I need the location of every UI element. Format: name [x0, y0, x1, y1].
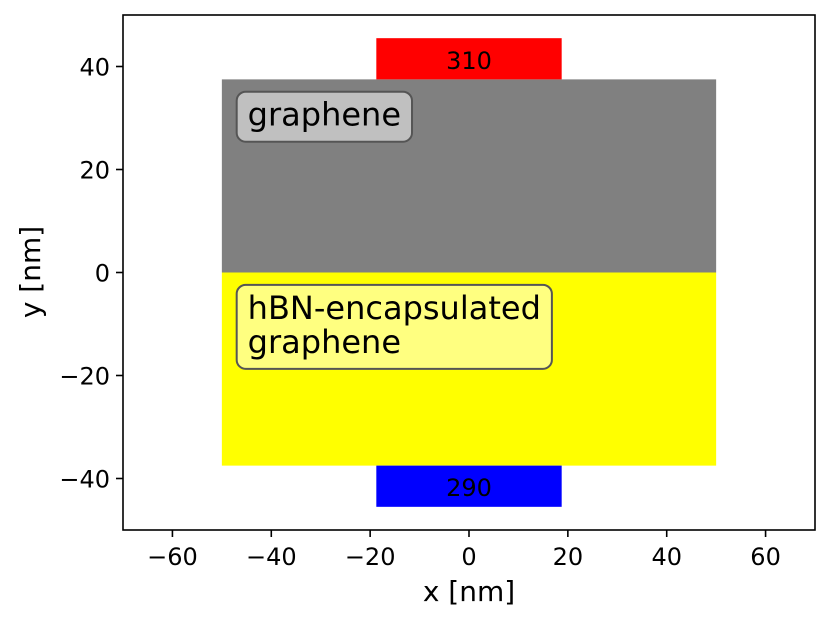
- x-tick-label: 60: [750, 543, 781, 571]
- x-axis-label: x [nm]: [423, 575, 515, 608]
- y-tick-label: −20: [59, 363, 110, 391]
- annotation-box: [235, 283, 553, 370]
- x-tick-label: −40: [246, 543, 297, 571]
- annotation-text: hBN-encapsulated: [248, 289, 541, 327]
- x-tick-label: −20: [345, 543, 396, 571]
- annotation-text: graphene: [248, 323, 401, 361]
- annotation-text: graphene: [248, 96, 401, 134]
- y-tick-label: 0: [95, 260, 110, 288]
- x-tick-label: 0: [461, 543, 476, 571]
- contact-310: [376, 38, 562, 80]
- y-tick-label: −40: [59, 466, 110, 494]
- annotation-box: [235, 90, 414, 143]
- contact-label-290: 290: [446, 474, 492, 502]
- y-tick-label: 40: [79, 54, 110, 82]
- x-tick-label: 40: [651, 543, 682, 571]
- x-axis: −60 −40 −20 0 20 40 60: [147, 530, 781, 571]
- annotation-graphene: graphene: [235, 90, 414, 143]
- contacts-layer: 310 290: [376, 38, 562, 507]
- x-tick-label: 20: [553, 543, 584, 571]
- contact-290: [376, 465, 562, 507]
- contact-label-310: 310: [446, 47, 492, 75]
- y-axis-label: y [nm]: [14, 226, 47, 318]
- y-axis: −40 −20 0 20 40: [59, 54, 123, 494]
- y-tick-label: 20: [79, 157, 110, 185]
- x-tick-label: −60: [147, 543, 198, 571]
